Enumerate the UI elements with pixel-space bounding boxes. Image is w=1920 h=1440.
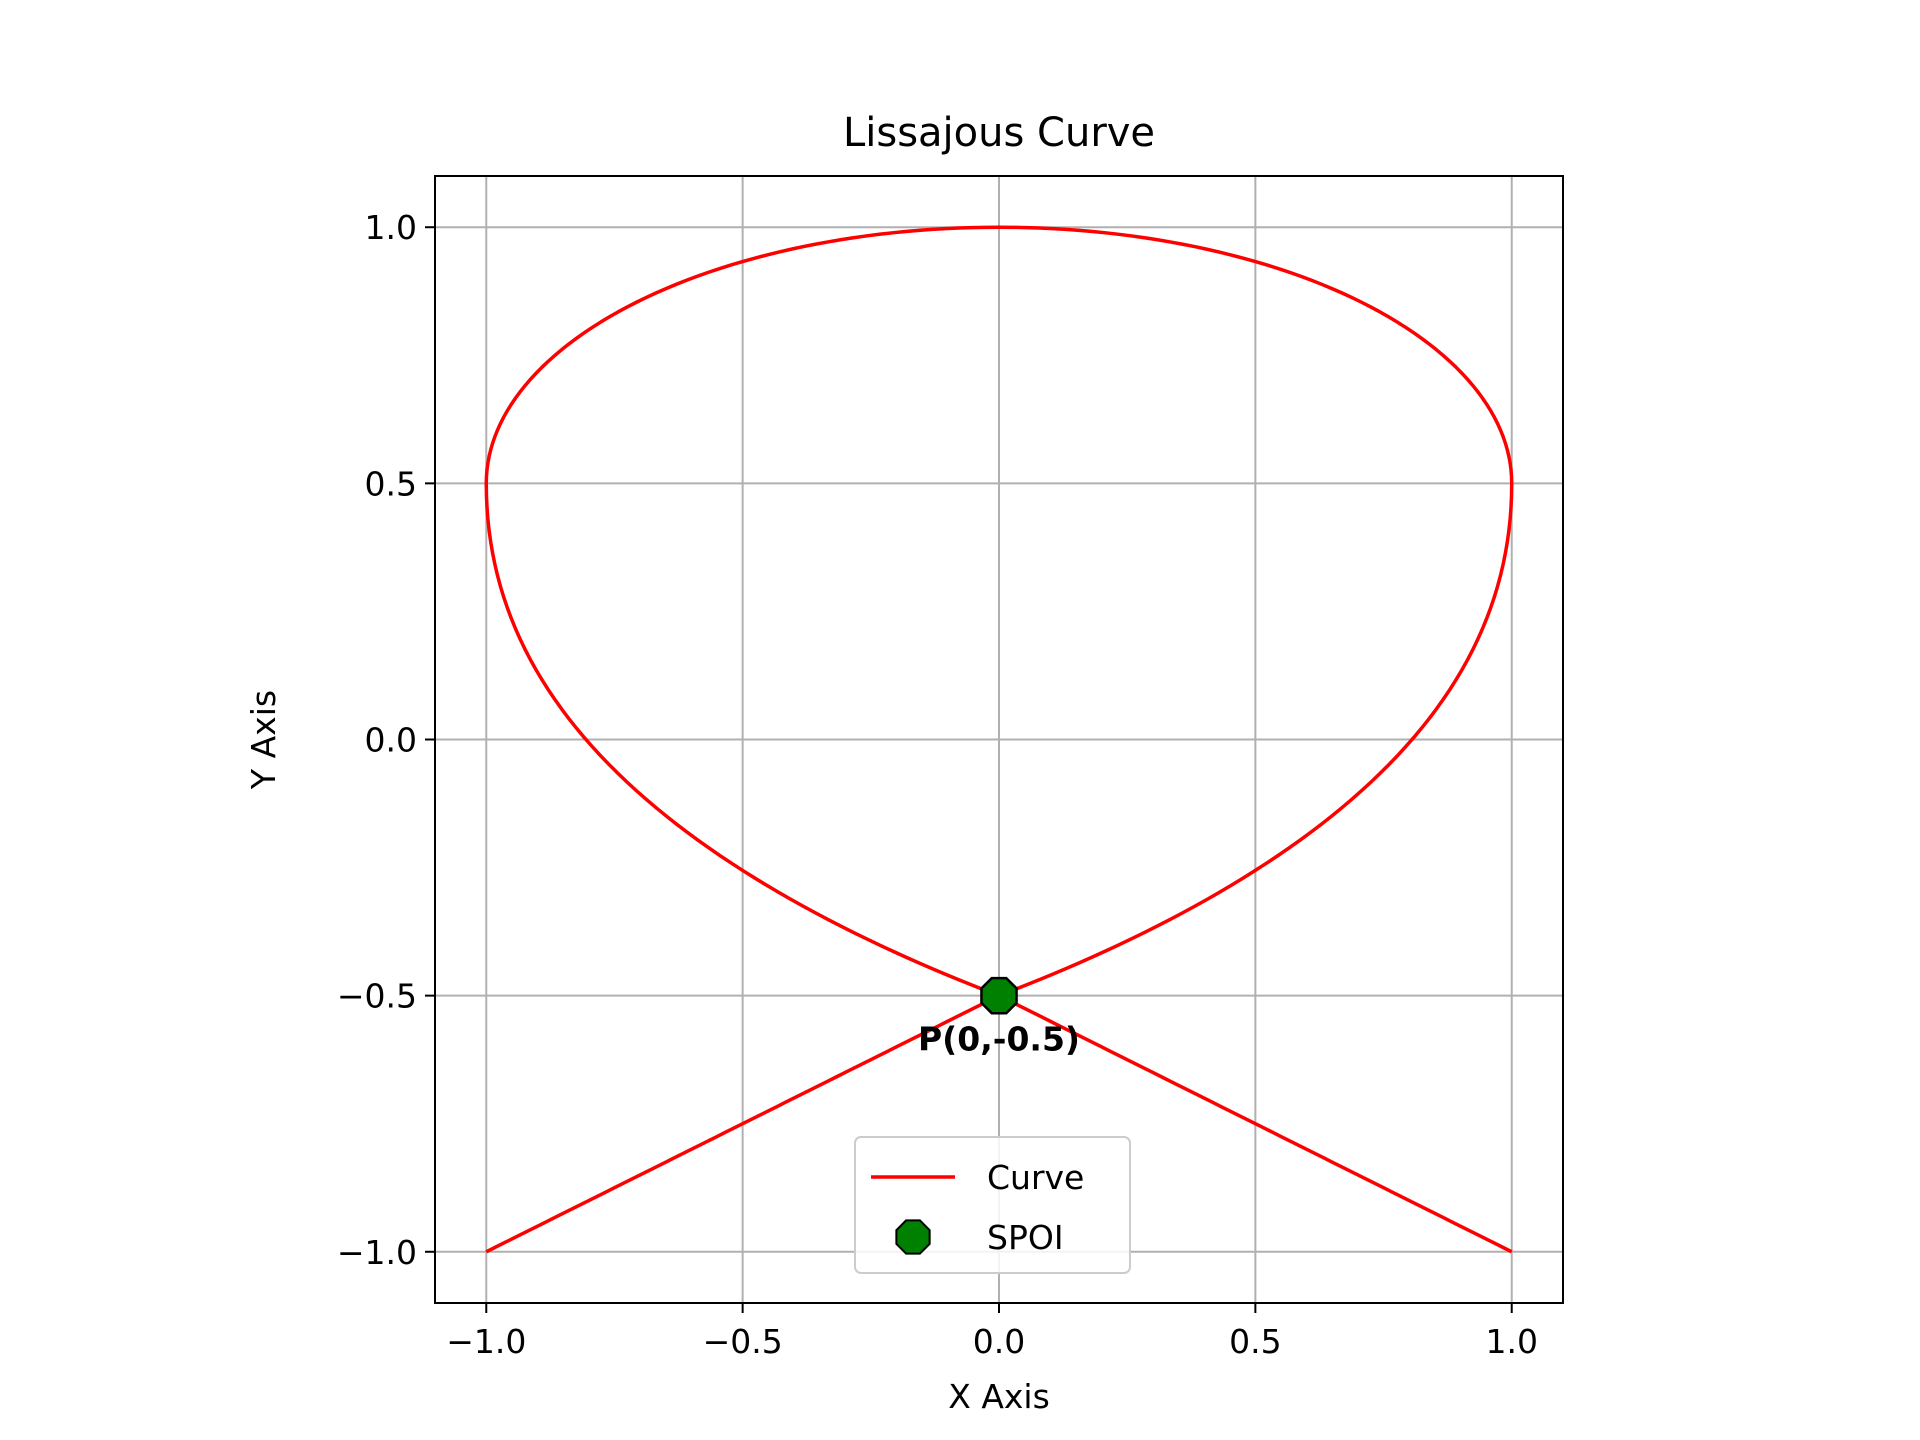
y-tick-label: 0.5 bbox=[365, 464, 417, 503]
chart-title: Lissajous Curve bbox=[843, 110, 1155, 156]
x-axis-label: X Axis bbox=[948, 1377, 1050, 1416]
y-axis-label: Y Axis bbox=[244, 690, 283, 790]
y-tick-label: 0.0 bbox=[365, 721, 417, 760]
x-tick-label: −1.0 bbox=[446, 1322, 526, 1361]
legend-spoi-swatch bbox=[895, 1219, 931, 1255]
x-tick-label: −0.5 bbox=[703, 1322, 783, 1361]
y-tick-label: 1.0 bbox=[365, 208, 417, 247]
x-tick-label: 1.0 bbox=[1485, 1322, 1537, 1361]
scatter-markers bbox=[980, 976, 1018, 1015]
legend: Curve SPOI bbox=[854, 1136, 1131, 1274]
x-tick-label: 0.5 bbox=[1229, 1322, 1281, 1361]
legend-label-curve: Curve bbox=[987, 1158, 1084, 1197]
legend-label-spoi: SPOI bbox=[987, 1218, 1064, 1257]
y-tick-label: −1.0 bbox=[337, 1233, 417, 1272]
ticks: −1.0 −0.5 0.0 0.5 1.0 −1.0 −0.5 0.0 0.5 1.0 bbox=[337, 208, 1538, 1361]
annotation-label: P(0,-0.5) bbox=[918, 1020, 1080, 1059]
y-tick-label: −0.5 bbox=[337, 977, 417, 1016]
spoi-point bbox=[980, 976, 1018, 1015]
x-tick-label: 0.0 bbox=[973, 1322, 1025, 1361]
